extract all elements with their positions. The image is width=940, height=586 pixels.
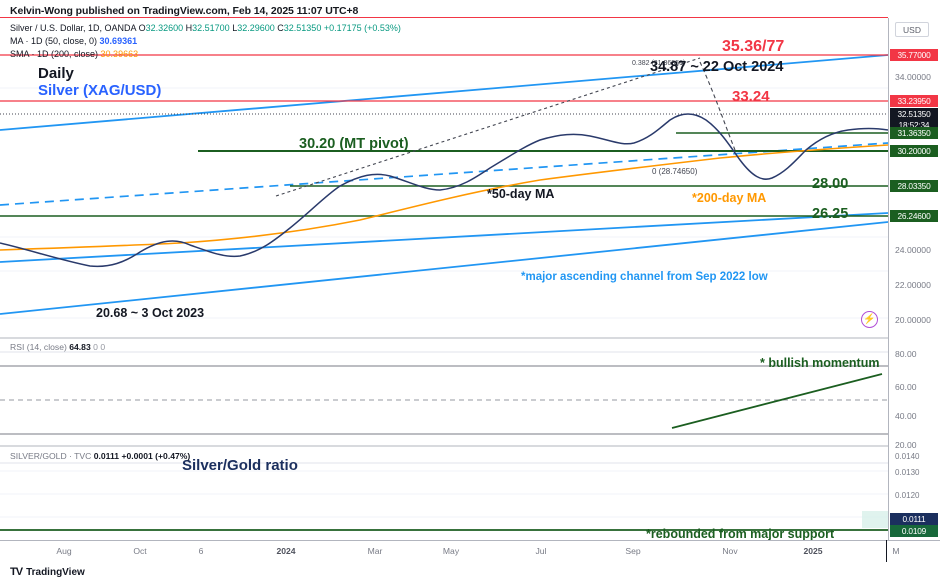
- cursor-line: [886, 540, 887, 562]
- annotation-timeframe: Daily: [38, 65, 74, 82]
- annotation-pivot-3020: 30.20 (MT pivot): [299, 136, 409, 152]
- annotation-ma200-label: *200-day MA: [692, 191, 767, 205]
- rsi-tick-80: 80.00: [895, 349, 917, 359]
- ratio-tick-0120: 0.0120: [895, 491, 920, 500]
- header-divider: [0, 17, 888, 18]
- price-tick-24: 24.00000: [895, 245, 931, 255]
- rsi-tick-60: 60.00: [895, 382, 917, 392]
- price-badge-last: 32.51350: [890, 108, 938, 120]
- annotation-high-3487: 34.87 ~ 22 Oct 2024: [650, 59, 784, 75]
- price-badge-3136: 31.36350: [890, 127, 938, 139]
- legend-low: 32.29600: [237, 23, 275, 33]
- ratio-badge-current: 0.0111: [890, 513, 938, 525]
- annotation-support-2800: 28.00: [812, 176, 849, 192]
- ratio-change: +0.0001 (+0.47%): [121, 451, 191, 461]
- price-badge-3324: 33.23950: [890, 95, 938, 107]
- price-badge-3577: 35.77000: [890, 49, 938, 61]
- legend-symbol: Silver / U.S. Dollar, 1D, OANDA: [10, 23, 137, 33]
- rsi-tick-20: 20.00: [895, 440, 917, 450]
- legend-symbol-row: Silver / U.S. Dollar, 1D, OANDA O32.3260…: [10, 22, 401, 35]
- legend-sma-name: SMA · 1D (200, close): [10, 49, 99, 59]
- price-badge-2803: 28.03350: [890, 180, 938, 192]
- price-tick-20: 20.00000: [895, 315, 931, 325]
- rsi-indicator-name: RSI (14, close): [10, 342, 67, 352]
- legend-h-label: H: [185, 23, 193, 33]
- time-tick-mar2: M: [892, 546, 900, 556]
- price-tick-34: 34.00000: [895, 72, 931, 82]
- annotation-channel: *major ascending channel from Sep 2022 l…: [521, 271, 768, 283]
- ratio-pane-header: SILVER/GOLD · TVC 0.0111 +0.0001 (+0.47%…: [10, 451, 190, 461]
- annotation-rebound: *rebounded from major support: [646, 527, 835, 541]
- legend-c-label: C: [277, 23, 284, 33]
- time-axis[interactable]: Aug Oct 6 2024 Mar May Jul Sep Nov 2025 …: [0, 540, 940, 562]
- ratio-badge-support: 0.0109: [890, 525, 938, 537]
- legend-open: 32.32600: [145, 23, 184, 33]
- time-tick-aug: Aug: [56, 546, 72, 556]
- tradingview-brand: TradingView: [26, 566, 85, 578]
- legend-ma-row: MA · 1D (50, close, 0) 30.69361: [10, 35, 401, 48]
- legend-change: +0.17175 (+0.53%): [323, 23, 401, 33]
- rsi-extra-1: 0: [93, 342, 98, 352]
- price-badge-3020: 30.20000: [890, 145, 938, 157]
- legend-o-label: O: [138, 23, 146, 33]
- time-tick-oct: Oct: [133, 546, 147, 556]
- ratio-value: 0.0111: [93, 451, 120, 461]
- legend-sma-row: SMA · 1D (200, close) 30.39663: [10, 48, 401, 61]
- legend-close: 32.51350: [283, 23, 322, 33]
- time-tick-sep: Sep: [625, 546, 641, 556]
- time-tick-may: May: [442, 546, 460, 556]
- rsi-value: 64.83: [69, 342, 91, 352]
- publisher-line: Kelvin-Wong published on TradingView.com…: [10, 5, 359, 17]
- legend-l-label: L: [232, 23, 238, 33]
- ratio-indicator-name: SILVER/GOLD · TVC: [10, 451, 92, 461]
- time-tick-2024: 2024: [276, 546, 296, 556]
- annotation-symbol-title: Silver (XAG/USD): [38, 82, 162, 99]
- currency-label: USD: [895, 22, 929, 37]
- time-tick-mar: Mar: [367, 546, 383, 556]
- price-tick-22: 22.00000: [895, 280, 931, 290]
- rsi-tick-40: 40.00: [895, 411, 917, 421]
- legend-high: 32.51700: [192, 23, 230, 33]
- annotation-low-2068: 20.68 ~ 3 Oct 2023: [96, 306, 205, 320]
- ratio-tick-0130: 0.0130: [895, 468, 920, 477]
- annotation-ma50-label: *50-day MA: [487, 187, 555, 201]
- tradingview-logo-icon: TV: [10, 566, 23, 578]
- legend-sma-value: 30.39663: [100, 49, 139, 59]
- price-badge-2624: 26.24600: [890, 210, 938, 222]
- legend-ma-name: MA · 1D (50, close, 0): [10, 36, 98, 46]
- annotation-bullish-momentum: * bullish momentum: [760, 356, 880, 370]
- time-tick-jul: Jul: [535, 546, 547, 556]
- rsi-pane-header: RSI (14, close) 64.83 0 0: [10, 342, 105, 352]
- annotation-ratio-title: Silver/Gold ratio: [182, 457, 298, 474]
- time-tick-2025: 2025: [803, 546, 823, 556]
- time-tick-6: 6: [198, 546, 204, 556]
- annotation-resistance-3324: 33.24: [732, 88, 770, 105]
- annotation-support-2625: 26.25: [812, 206, 849, 222]
- rsi-extra-2: 0: [100, 342, 106, 352]
- bolt-icon[interactable]: ⚡: [861, 311, 878, 328]
- annotation-fib-382: 0.382 (31.36350): [632, 60, 686, 67]
- annotation-fib-0: 0 (28.74650): [652, 167, 698, 176]
- chart-legend: Silver / U.S. Dollar, 1D, OANDA O32.3260…: [10, 22, 401, 61]
- annotation-resistance-3536: 35.36/77: [722, 38, 785, 55]
- legend-ma-value: 30.69361: [99, 36, 138, 46]
- tradingview-footer: TV TradingView: [10, 566, 85, 578]
- ratio-tick-0140: 0.0140: [895, 452, 920, 461]
- time-tick-nov: Nov: [722, 546, 738, 556]
